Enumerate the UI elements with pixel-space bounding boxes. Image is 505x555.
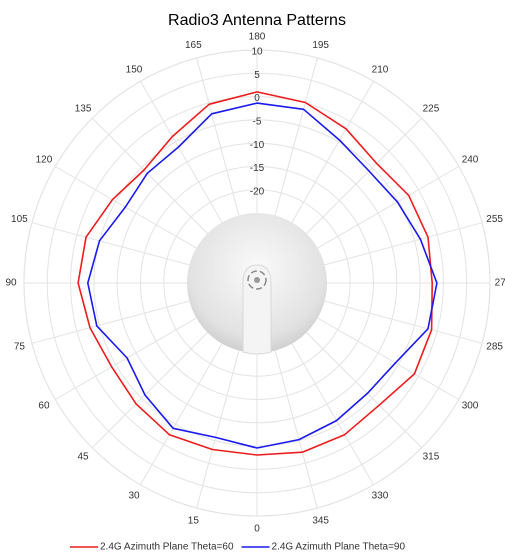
legend-label: 2.4G Azimuth Plane Theta=90 [272, 542, 406, 553]
theta-tick-label: 0 [254, 524, 260, 535]
theta-tick-label: 255 [486, 214, 503, 225]
theta-tick-label: 180 [249, 32, 266, 43]
theta-tick-label: 315 [423, 452, 440, 463]
theta-tick-label: 240 [462, 155, 479, 166]
theta-tick-label: 225 [423, 104, 440, 115]
theta-tick-label: 105 [11, 214, 28, 225]
theta-tick-label: 90 [5, 278, 17, 289]
theta-tick-label: 270 [495, 278, 505, 289]
r-tick-label: -15 [250, 163, 265, 174]
pattern-line [87, 102, 438, 449]
theta-tick-label: 285 [486, 341, 503, 352]
theta-tick-label: 120 [36, 155, 53, 166]
r-tick-label: -20 [250, 186, 265, 197]
legend-label: 2.4G Azimuth Plane Theta=60 [100, 542, 234, 553]
theta-tick-label: 30 [128, 491, 140, 502]
theta-tick-label: 150 [126, 65, 143, 76]
theta-tick-label: 15 [188, 515, 200, 526]
theta-tick-label: 345 [312, 515, 329, 526]
r-tick-label: -5 [253, 117, 262, 128]
r-tick-label: 10 [251, 47, 263, 58]
pattern-line [77, 91, 433, 456]
theta-tick-label: 195 [312, 40, 329, 51]
theta-tick-label: 165 [185, 40, 202, 51]
theta-tick-label: 210 [372, 65, 389, 76]
r-tick-label: 0 [254, 93, 260, 104]
theta-tick-label: 135 [75, 104, 92, 115]
r-tick-label: 5 [254, 70, 260, 81]
theta-tick-label: 60 [38, 401, 50, 412]
theta-tick-label: 300 [462, 401, 479, 412]
theta-tick-label: 75 [14, 341, 26, 352]
device-image [187, 213, 327, 355]
r-tick-label: -10 [250, 140, 265, 151]
theta-tick-label: 330 [372, 491, 389, 502]
chart-title: Radio3 Antenna Patterns [168, 12, 346, 29]
theta-tick-label: 45 [77, 452, 89, 463]
